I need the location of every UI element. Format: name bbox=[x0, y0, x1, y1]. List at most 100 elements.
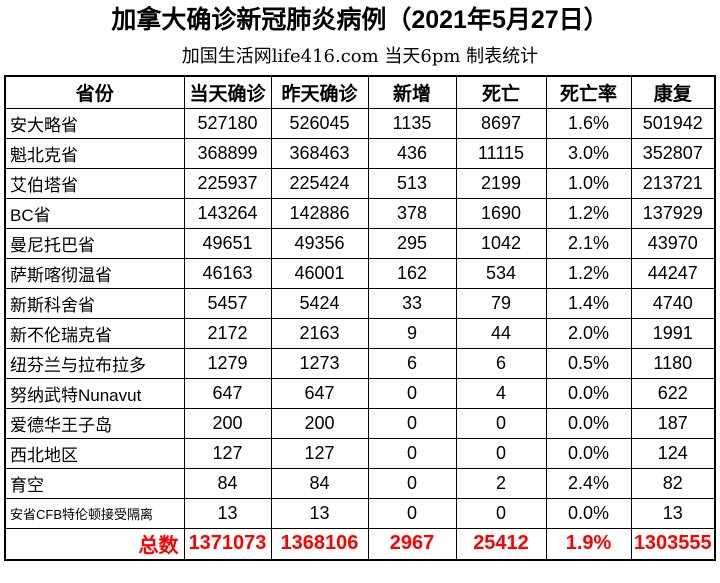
cell-new: 295 bbox=[367, 228, 457, 259]
cell-province: 纽芬兰与拉布拉多 bbox=[4, 348, 185, 379]
col-header-province: 省份 bbox=[4, 75, 185, 109]
cell-yesterday: 526045 bbox=[270, 108, 369, 139]
table-row: 努纳武特Nunavut 647 647 0 4 0.0% 622 bbox=[4, 378, 716, 409]
cell-death-rate: 0.0% bbox=[545, 438, 632, 469]
table-row: BC省 143264 142886 378 1690 1.2% 137929 bbox=[4, 198, 716, 229]
cell-today: 527180 bbox=[183, 108, 272, 139]
cell-province: 新不伦瑞克省 bbox=[4, 318, 185, 349]
total-yesterday: 1368106 bbox=[270, 528, 369, 560]
cell-yesterday: 2163 bbox=[270, 318, 369, 349]
cell-yesterday: 225424 bbox=[270, 168, 369, 199]
cell-yesterday: 84 bbox=[270, 468, 369, 499]
table-row: 萨斯喀彻温省 46163 46001 162 534 1.2% 44247 bbox=[4, 258, 716, 289]
table-row: 曼尼托巴省 49651 49356 295 1042 2.1% 43970 bbox=[4, 228, 716, 259]
cell-yesterday: 13 bbox=[270, 498, 369, 529]
cell-deaths: 534 bbox=[455, 258, 547, 289]
cell-deaths: 6 bbox=[455, 348, 547, 379]
cell-death-rate: 2.4% bbox=[545, 468, 632, 499]
cell-today: 368899 bbox=[183, 138, 272, 169]
cell-new: 9 bbox=[367, 318, 457, 349]
cell-province: 西北地区 bbox=[4, 438, 185, 469]
cell-province: 魁北克省 bbox=[4, 138, 185, 169]
cell-province: 曼尼托巴省 bbox=[4, 228, 185, 259]
table-row: 纽芬兰与拉布拉多 1279 1273 6 6 0.5% 1180 bbox=[4, 348, 716, 379]
cell-new: 1135 bbox=[367, 108, 457, 139]
table-row: 新斯科舍省 5457 5424 33 79 1.4% 4740 bbox=[4, 288, 716, 319]
cell-today: 13 bbox=[183, 498, 272, 529]
cell-yesterday: 127 bbox=[270, 438, 369, 469]
cell-today: 1279 bbox=[183, 348, 272, 379]
cell-province: 爱德华王子岛 bbox=[4, 408, 185, 439]
cell-yesterday: 647 bbox=[270, 378, 369, 409]
col-header-death-rate: 死亡率 bbox=[545, 75, 632, 109]
col-header-today: 当天确诊 bbox=[183, 75, 272, 109]
cell-death-rate: 1.2% bbox=[545, 198, 632, 229]
cell-yesterday: 46001 bbox=[270, 258, 369, 289]
col-header-recovered: 康复 bbox=[630, 75, 716, 109]
cell-new: 436 bbox=[367, 138, 457, 169]
table-row: 魁北克省 368899 368463 436 11115 3.0% 352807 bbox=[4, 138, 716, 169]
table-row: 育空 84 84 0 2 2.4% 82 bbox=[4, 468, 716, 499]
cell-recovered: 82 bbox=[630, 468, 716, 499]
cell-today: 225937 bbox=[183, 168, 272, 199]
header-row: 省份 当天确诊 昨天确诊 新增 死亡 死亡率 康复 bbox=[4, 75, 716, 109]
total-recovered: 1303555 bbox=[630, 528, 716, 560]
page: 加拿大确诊新冠肺炎病例（2021年5月27日） 加国生活网life416.com… bbox=[0, 6, 720, 561]
table-row: 艾伯塔省 225937 225424 513 2199 1.0% 213721 bbox=[4, 168, 716, 199]
cell-yesterday: 49356 bbox=[270, 228, 369, 259]
cell-death-rate: 0.0% bbox=[545, 498, 632, 529]
total-new: 2967 bbox=[367, 528, 457, 560]
cell-yesterday: 1273 bbox=[270, 348, 369, 379]
cell-recovered: 13 bbox=[630, 498, 716, 529]
cell-death-rate: 1.6% bbox=[545, 108, 632, 139]
cell-deaths: 79 bbox=[455, 288, 547, 319]
cell-deaths: 44 bbox=[455, 318, 547, 349]
cell-deaths: 11115 bbox=[455, 138, 547, 169]
cell-deaths: 0 bbox=[455, 498, 547, 529]
cell-new: 0 bbox=[367, 498, 457, 529]
cell-death-rate: 0.0% bbox=[545, 378, 632, 409]
cell-death-rate: 0.5% bbox=[545, 348, 632, 379]
cell-death-rate: 1.0% bbox=[545, 168, 632, 199]
cell-deaths: 1042 bbox=[455, 228, 547, 259]
cell-yesterday: 368463 bbox=[270, 138, 369, 169]
cell-death-rate: 2.0% bbox=[545, 318, 632, 349]
cell-death-rate: 1.4% bbox=[545, 288, 632, 319]
cell-province: BC省 bbox=[4, 198, 185, 229]
total-label: 总数 bbox=[4, 528, 185, 560]
cell-new: 162 bbox=[367, 258, 457, 289]
cell-province: 艾伯塔省 bbox=[4, 168, 185, 199]
cell-recovered: 187 bbox=[630, 408, 716, 439]
cell-today: 5457 bbox=[183, 288, 272, 319]
cell-province: 育空 bbox=[4, 468, 185, 499]
cell-new: 378 bbox=[367, 198, 457, 229]
total-today: 1371073 bbox=[183, 528, 272, 560]
table-row: 安省CFB特伦顿接受隔离 13 13 0 0 0.0% 13 bbox=[4, 498, 716, 529]
cell-recovered: 43970 bbox=[630, 228, 716, 259]
cell-recovered: 124 bbox=[630, 438, 716, 469]
cell-today: 49651 bbox=[183, 228, 272, 259]
total-row: 总数 1371073 1368106 2967 25412 1.9% 13035… bbox=[4, 528, 716, 560]
cell-new: 0 bbox=[367, 438, 457, 469]
cell-today: 84 bbox=[183, 468, 272, 499]
cell-deaths: 2199 bbox=[455, 168, 547, 199]
cell-recovered: 4740 bbox=[630, 288, 716, 319]
table-row: 西北地区 127 127 0 0 0.0% 124 bbox=[4, 438, 716, 469]
total-death-rate: 1.9% bbox=[545, 528, 632, 560]
table-row: 安大略省 527180 526045 1135 8697 1.6% 501942 bbox=[4, 108, 716, 139]
cell-province: 萨斯喀彻温省 bbox=[4, 258, 185, 289]
page-subtitle: 加国生活网life416.com 当天6pm 制表统计 bbox=[181, 45, 539, 67]
cell-recovered: 501942 bbox=[630, 108, 716, 139]
cell-today: 46163 bbox=[183, 258, 272, 289]
page-title: 加拿大确诊新冠肺炎病例（2021年5月27日） bbox=[111, 6, 609, 34]
cell-province: 安大略省 bbox=[4, 108, 185, 139]
cell-new: 0 bbox=[367, 408, 457, 439]
cell-province: 安省CFB特伦顿接受隔离 bbox=[4, 498, 185, 529]
cell-deaths: 2 bbox=[455, 468, 547, 499]
cell-death-rate: 1.2% bbox=[545, 258, 632, 289]
cell-recovered: 44247 bbox=[630, 258, 716, 289]
col-header-yesterday: 昨天确诊 bbox=[270, 75, 369, 109]
total-deaths: 25412 bbox=[455, 528, 547, 560]
col-header-deaths: 死亡 bbox=[455, 75, 547, 109]
cell-death-rate: 3.0% bbox=[545, 138, 632, 169]
